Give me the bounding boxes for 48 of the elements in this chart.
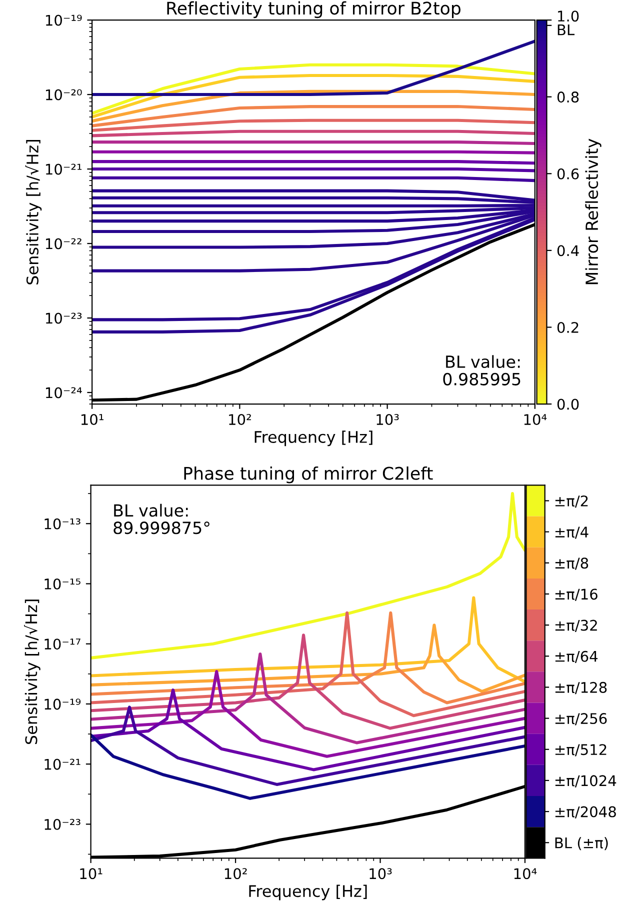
y-axis-title: Sensitivity [h/√Hz] — [24, 600, 40, 744]
color-bar-label: 0.4 — [557, 245, 579, 256]
x-tick-label: 10¹ — [80, 868, 102, 880]
chart-title: Phase tuning of mirror C2left — [184, 466, 433, 484]
color-bar-label: 1.0 — [558, 10, 579, 22]
legend-label: BL (±π) — [555, 837, 608, 850]
y-tick-label: 10⁻²² — [46, 238, 82, 250]
color-bar-label: 0.8 — [557, 92, 579, 103]
y-tick-label: 10⁻¹⁵ — [44, 578, 80, 590]
y-tick-label: 10⁻²⁴ — [46, 387, 82, 398]
x-axis-title: Frequency [Hz] — [249, 884, 367, 900]
legend-label: ±π/256 — [555, 713, 607, 726]
y-tick-label: 10⁻¹⁹ — [46, 14, 82, 26]
color-bar-label: 0.6 — [557, 168, 579, 180]
y-tick-label: 10⁻¹⁹ — [44, 698, 81, 710]
y-tick-label: 10⁻²¹ — [46, 164, 82, 175]
x-tick-label: 10¹ — [81, 414, 104, 426]
legend-label: ±π/2 — [555, 495, 588, 508]
legend-label: ±π/512 — [555, 744, 606, 756]
x-tick-label: 10³ — [376, 414, 399, 426]
legend-label: ±π/128 — [555, 682, 607, 694]
legend-label: ±π/32 — [555, 620, 597, 632]
x-axis-title: Frequency [Hz] — [254, 430, 372, 446]
y-tick-label: 10⁻²³ — [44, 818, 80, 830]
legend-label: ±π/16 — [555, 588, 598, 601]
legend-label: ±π/2048 — [555, 806, 616, 818]
legend-label: ±π/64 — [555, 650, 598, 664]
x-tick-label: 10² — [224, 868, 247, 880]
color-bar-label: BL — [558, 24, 575, 36]
y-tick-label: 10⁻²³ — [46, 312, 82, 324]
legend-label: ±π/8 — [555, 558, 588, 570]
legend-label: ±π/1024 — [555, 775, 616, 788]
color-bar-label: 0.0 — [557, 398, 579, 410]
y-tick-label: 10⁻¹⁷ — [44, 638, 80, 650]
color-bar-title: Mirror Reflectivity — [585, 138, 602, 284]
y-tick-label: 10⁻²⁰ — [46, 89, 82, 100]
x-tick-label: 10² — [229, 414, 251, 426]
x-tick-label: 10³ — [370, 868, 392, 880]
x-tick-label: 10⁴ — [524, 414, 547, 426]
annotation: BL value: 89.999875° — [114, 504, 210, 534]
x-tick-label: 10⁴ — [514, 868, 537, 880]
chart-title: Reflectivity tuning of mirror B2top — [167, 1, 460, 18]
y-axis-title: Sensitivity [h/√Hz] — [25, 140, 42, 284]
annotation: BL value: 0.985995 — [443, 355, 520, 386]
y-tick-label: 10⁻²¹ — [44, 758, 80, 770]
y-tick-label: 10⁻¹³ — [44, 518, 80, 530]
legend-label: ±π/4 — [555, 526, 588, 539]
color-bar-label: 0.2 — [557, 322, 578, 333]
